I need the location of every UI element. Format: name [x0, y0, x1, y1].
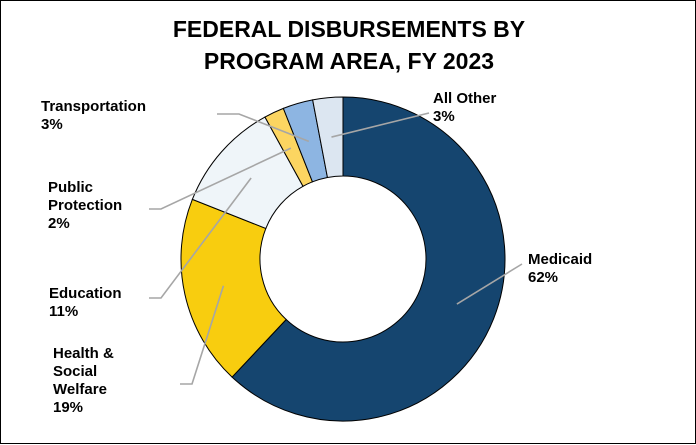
label-education: Education 11%: [49, 285, 122, 320]
value-all-other: 3%: [433, 108, 455, 125]
leader-public-protection: [149, 147, 292, 210]
label-medicaid: Medicaid 62%: [528, 251, 592, 286]
slice-medicaid: [231, 96, 506, 422]
chart-title-line-1: FEDERAL DISBURSEMENTS BY: [173, 16, 525, 42]
leader-lines: [149, 112, 523, 385]
leader-all-other: [331, 112, 430, 138]
value-transportation: 3%: [41, 116, 63, 133]
label-health-and-social-welfare: Health & Social Welfare 19%: [53, 345, 114, 416]
value-education: 11%: [49, 303, 78, 320]
label-public-protection: Public Protection 2%: [48, 179, 122, 232]
slice-all-other: [312, 96, 344, 179]
slice-labels: Medicaid 62% Health & Social Welfare 19% Educa…: [41, 90, 592, 416]
leader-medicaid: [456, 263, 523, 305]
value-medicaid: 62%: [528, 269, 558, 286]
value-health-and-social-welfare: 19%: [53, 399, 83, 416]
donut-slices: [180, 96, 506, 422]
leader-health-and-social-welfare: [180, 285, 225, 385]
leader-education: [149, 177, 252, 299]
chart-title-line-2: PROGRAM AREA, FY 2023: [204, 48, 494, 74]
label-all-other: All Other 3%: [433, 90, 497, 125]
value-public-protection: 2%: [48, 215, 70, 232]
label-transportation: Transportation 3%: [41, 98, 146, 133]
leader-transportation: [217, 113, 310, 143]
slice-health-and-social-welfare: [180, 198, 287, 378]
